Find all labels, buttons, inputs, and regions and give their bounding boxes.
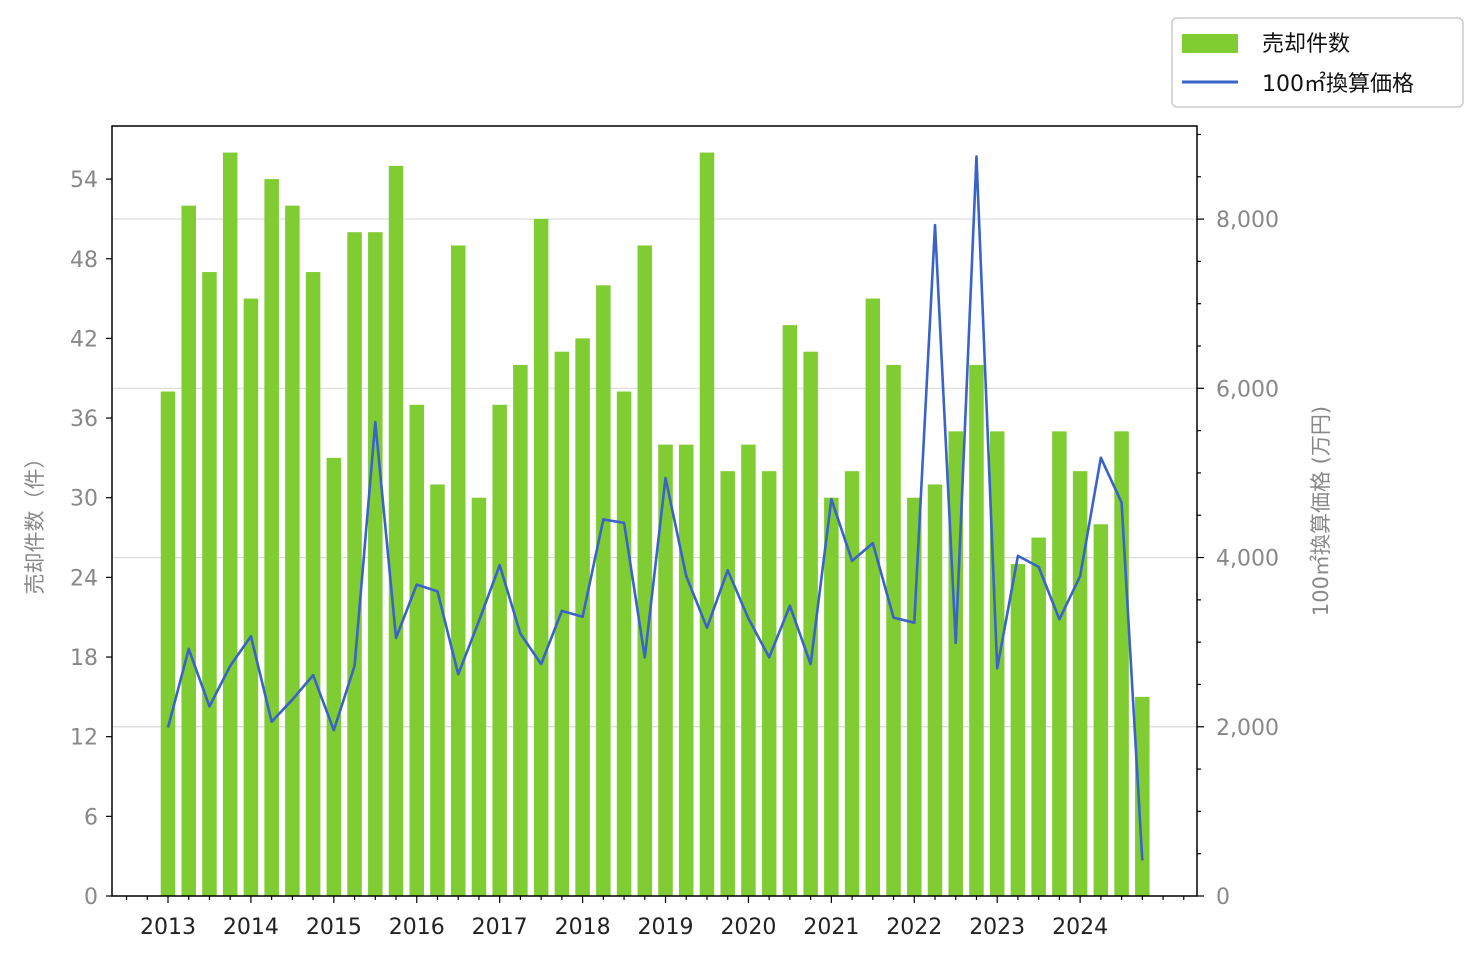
- legend-label-bar: 売却件数: [1262, 32, 1350, 57]
- bar: [222, 152, 238, 896]
- left-tick-label: 0: [84, 885, 98, 910]
- legend: 売却件数 100㎡換算価格: [1171, 17, 1464, 108]
- bar: [1135, 696, 1150, 896]
- left-tick-label: 30: [70, 487, 98, 512]
- x-tick-label: 2022: [886, 915, 942, 940]
- x-tick-label: 2014: [223, 915, 279, 940]
- bar: [450, 245, 466, 896]
- bar: [741, 444, 756, 896]
- bar-series-sales-count: [160, 152, 1150, 897]
- x-tick-label: 2013: [140, 915, 196, 940]
- legend-box: [1171, 17, 1464, 108]
- bar: [243, 298, 259, 897]
- bar: [347, 232, 362, 896]
- bar: [305, 272, 321, 896]
- bar: [927, 484, 943, 896]
- x-tick-label: 2017: [472, 915, 528, 940]
- x-tick-label: 2016: [389, 915, 445, 940]
- legend-label-line: 100㎡換算価格: [1262, 71, 1414, 97]
- left-y-axis: 0 6 12 18 24 30 36 42 48 54: [70, 168, 112, 910]
- bar: [326, 457, 342, 896]
- bar: [264, 179, 279, 896]
- bar: [907, 497, 922, 896]
- bar: [1072, 471, 1088, 896]
- left-axis-title: 売却件数（件）: [23, 448, 47, 595]
- bar: [782, 325, 798, 896]
- bar: [596, 285, 611, 897]
- plot-frame: [111, 125, 1198, 897]
- bar: [285, 205, 300, 897]
- bar: [202, 272, 217, 896]
- bar: [1031, 537, 1046, 896]
- x-tick-label: 2020: [720, 915, 776, 940]
- right-tick-label: 8,000: [1216, 208, 1279, 233]
- left-tick-label: 42: [70, 327, 98, 352]
- bar: [160, 391, 176, 896]
- bar: [658, 444, 673, 896]
- bar: [1010, 564, 1026, 896]
- x-tick-label: 2019: [638, 915, 694, 940]
- right-y-axis: 0 2,000 4,000 6,000 8,000: [1197, 133, 1279, 910]
- bar: [533, 218, 549, 896]
- bar: [761, 471, 777, 896]
- bar: [824, 497, 839, 896]
- x-tick-label: 2015: [306, 915, 362, 940]
- left-tick-label: 48: [70, 248, 98, 273]
- bar: [844, 471, 860, 896]
- bar: [430, 484, 445, 896]
- bar: [388, 165, 404, 897]
- left-tick-label: 36: [70, 407, 98, 432]
- bar: [492, 404, 507, 896]
- bar: [471, 497, 487, 896]
- bar: [181, 205, 196, 897]
- left-tick-label: 12: [70, 726, 98, 751]
- bar: [409, 404, 425, 896]
- bar: [368, 232, 383, 896]
- bar: [679, 444, 694, 896]
- right-axis-title: 100㎡換算価格 (万円): [1309, 406, 1333, 616]
- left-tick-label: 18: [70, 646, 98, 671]
- legend-swatch-bar: [1182, 34, 1238, 53]
- bar: [1052, 431, 1067, 896]
- bar: [554, 351, 570, 896]
- bar: [616, 391, 632, 896]
- x-tick-label: 2024: [1052, 915, 1108, 940]
- bar: [865, 298, 881, 897]
- price-line: [166, 155, 1144, 861]
- left-tick-label: 54: [70, 168, 98, 193]
- bar: [969, 364, 984, 896]
- bar: [699, 152, 715, 896]
- bar: [720, 471, 735, 896]
- bar: [1093, 524, 1109, 896]
- bar: [637, 245, 653, 896]
- right-tick-label: 0: [1216, 885, 1230, 910]
- right-tick-label: 6,000: [1216, 377, 1279, 402]
- x-tick-label: 2023: [969, 915, 1025, 940]
- x-tick-label: 2021: [803, 915, 859, 940]
- bar: [803, 351, 818, 896]
- bar: [886, 364, 901, 896]
- left-tick-label: 24: [70, 566, 98, 591]
- line-series-price: [166, 155, 1144, 861]
- right-tick-label: 4,000: [1216, 547, 1279, 572]
- left-tick-label: 6: [84, 805, 98, 830]
- right-tick-label: 2,000: [1216, 716, 1279, 741]
- x-tick-label: 2018: [555, 915, 611, 940]
- x-axis: 2013 2014 2015 2016 2017 2018 2019 2020 2021 2022…: [125, 896, 1185, 940]
